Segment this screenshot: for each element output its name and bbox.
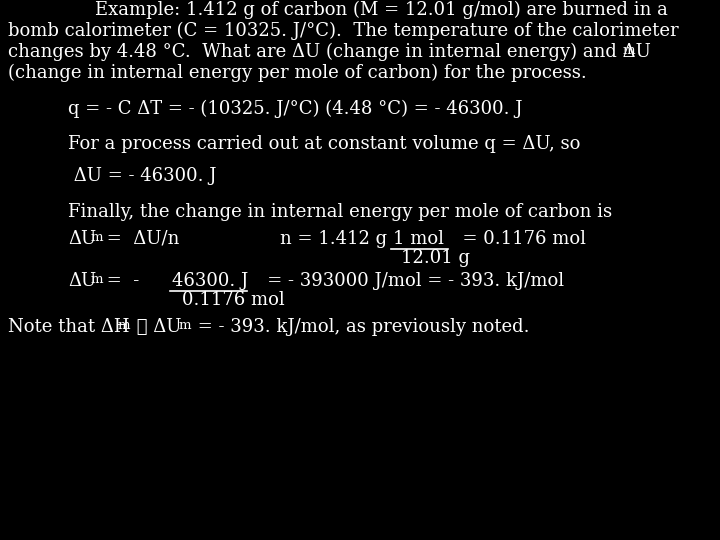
Text: =  ΔU/n: = ΔU/n: [101, 230, 179, 248]
Text: Example: 1.412 g of carbon (M = 12.01 g/mol) are burned in a: Example: 1.412 g of carbon (M = 12.01 g/…: [95, 1, 668, 19]
Text: 12.01 g: 12.01 g: [401, 249, 470, 267]
Text: (change in internal energy per mole of carbon) for the process.: (change in internal energy per mole of c…: [8, 64, 587, 82]
Text: m: m: [118, 319, 130, 332]
Text: ΔU = - 46300. J: ΔU = - 46300. J: [68, 167, 217, 185]
Text: m: m: [179, 319, 192, 332]
Text: Note that ΔH: Note that ΔH: [8, 318, 130, 336]
Text: m: m: [91, 273, 104, 286]
Text: ΔU: ΔU: [68, 272, 96, 290]
Text: q = - C ΔT = - (10325. J/°C) (4.48 °C) = - 46300. J: q = - C ΔT = - (10325. J/°C) (4.48 °C) =…: [68, 99, 523, 118]
Text: = - 393000 J/mol = - 393. kJ/mol: = - 393000 J/mol = - 393. kJ/mol: [250, 272, 564, 290]
Text: bomb calorimeter (C = 10325. J/°C).  The temperature of the calorimeter: bomb calorimeter (C = 10325. J/°C). The …: [8, 22, 679, 40]
Text: =  -: = -: [101, 272, 150, 290]
Text: = - 393. kJ/mol, as previously noted.: = - 393. kJ/mol, as previously noted.: [192, 318, 529, 336]
Text: changes by 4.48 °C.  What are ΔU (change in internal energy) and ΔU: changes by 4.48 °C. What are ΔU (change …: [8, 43, 651, 61]
Text: 1 mol: 1 mol: [393, 230, 444, 248]
Text: 46300. J: 46300. J: [172, 272, 248, 290]
Text: n = 1.412 g: n = 1.412 g: [280, 230, 399, 248]
Text: ≅ ΔU: ≅ ΔU: [131, 318, 181, 336]
Text: For a process carried out at constant volume q = ΔU, so: For a process carried out at constant vo…: [68, 136, 580, 153]
Text: ΔU: ΔU: [68, 230, 96, 248]
Text: = 0.1176 mol: = 0.1176 mol: [451, 230, 586, 248]
Text: m: m: [91, 231, 104, 244]
Text: m: m: [623, 44, 636, 57]
Text: 0.1176 mol: 0.1176 mol: [182, 291, 284, 309]
Text: Finally, the change in internal energy per mole of carbon is: Finally, the change in internal energy p…: [68, 202, 612, 221]
